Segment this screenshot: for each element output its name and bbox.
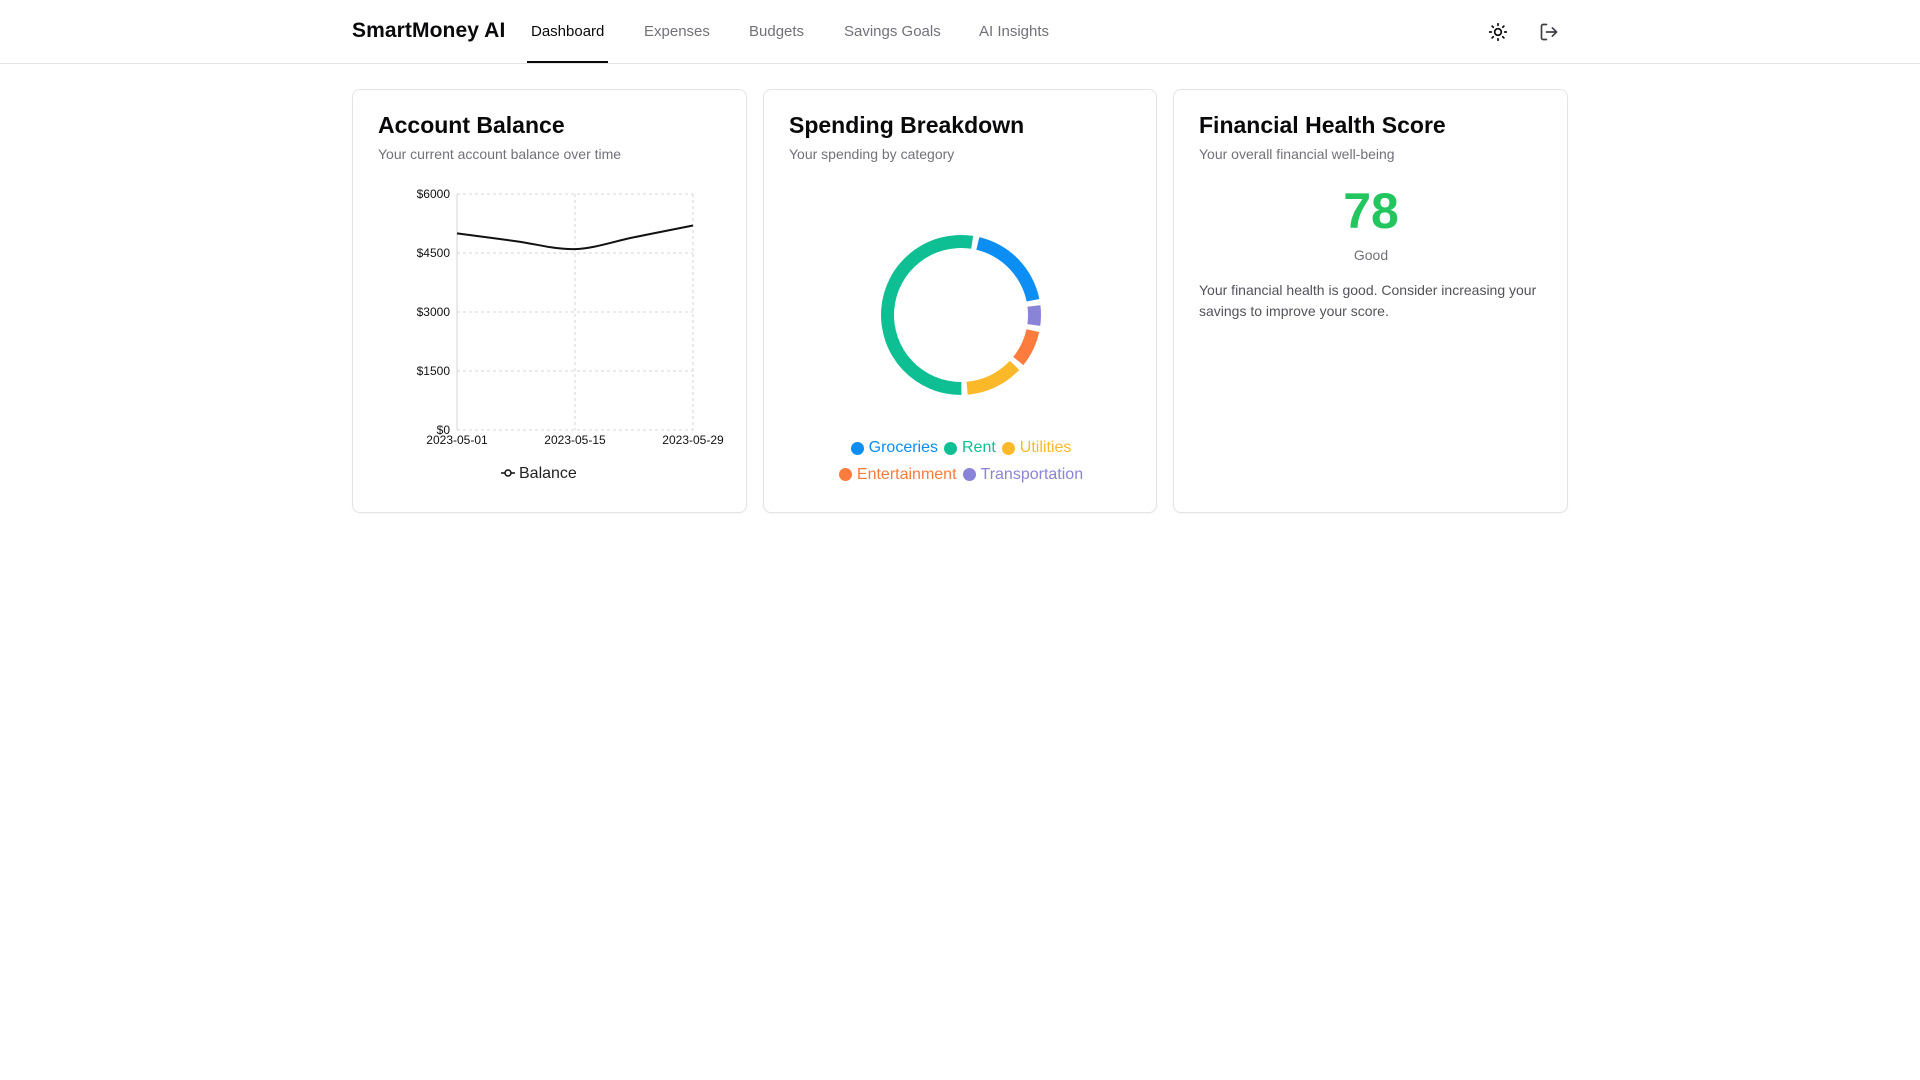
legend-label: Entertainment [856,465,957,483]
active-tab-indicator [527,61,608,63]
legend-dot [1001,441,1015,455]
x-tick-label: 2023-05-15 [544,433,606,447]
y-tick-label: $3000 [417,305,451,319]
logout-icon [1540,23,1558,41]
legend-item-rent[interactable]: Rent [944,436,996,460]
account-balance-card: Account Balance Your current account bal… [352,89,747,513]
balance-series-line [456,224,694,251]
legend-dot [838,468,852,481]
legend-row: Entertainment Transportation [764,463,1158,490]
legend-item-entertainment[interactable]: Entertainment [838,463,957,487]
health-score-value: 78 [1343,183,1399,239]
donut-slice-groceries[interactable] [976,237,1040,302]
donut-slice-transportation[interactable] [1027,305,1041,326]
tab-expenses[interactable]: Expenses [644,23,710,40]
spending-donut-chart [881,234,1041,395]
legend-dot [850,441,864,455]
x-tick-label: 2023-05-01 [426,433,488,447]
health-score-message: Your financial health is good. Consider … [1199,282,1537,319]
donut-slice-entertainment[interactable] [1013,329,1040,366]
top-navbar: SmartMoney AI Dashboard Expenses Budgets… [0,0,1920,64]
theme-toggle-button[interactable] [1484,18,1512,46]
tab-dashboard[interactable]: Dashboard [531,23,605,40]
legend-label: Groceries [868,439,938,456]
logout-button[interactable] [1535,18,1563,46]
legend-dot [944,441,957,455]
y-tick-label: $4500 [417,246,451,260]
spending-breakdown-card: Spending Breakdown Your spending by cate… [763,89,1157,513]
tab-budgets[interactable]: Budgets [749,23,805,40]
legend-dot [962,468,976,481]
balance-line-chart: $0 $1500 $3000 $4500 $6000 2023-05-01 2023-05-… [417,187,724,482]
y-tick-label: $0 [437,423,451,437]
line-legend: Balance [501,465,577,482]
card-description: Your current account balance over time [378,146,622,162]
y-tick-label: $6000 [417,187,451,201]
legend-row: Groceries Rent Utilities [764,436,1158,463]
legend-item-groceries[interactable]: Groceries [850,436,938,460]
legend-item-utilities[interactable]: Utilities [1001,436,1072,460]
card-title: Financial Health Score [1199,112,1446,138]
spending-legend: Groceries Rent Utilities Entertainment Trans… [764,436,1158,489]
card-description: Your spending by category [789,146,955,162]
card-title: Account Balance [378,112,565,138]
app-title: SmartMoney AI [352,19,506,42]
financial-health-card: Financial Health Score Your overall fina… [1173,89,1568,513]
card-title: Spending Breakdown [789,112,1025,138]
legend-label: Balance [519,465,577,482]
legend-label: Transportation [980,465,1084,483]
legend-label: Utilities [1019,439,1072,456]
tab-savings-goals[interactable]: Savings Goals [844,23,941,40]
card-description: Your overall financial well-being [1199,146,1395,162]
x-tick-label: 2023-05-29 [662,433,724,447]
donut-slice-rent[interactable] [881,234,974,395]
sun-icon [1488,22,1508,42]
y-tick-label: $1500 [417,364,451,378]
health-score-rating: Good [1353,247,1389,263]
legend-point-swatch [504,469,512,477]
legend-label: Rent [962,439,996,456]
donut-slice-utilities[interactable] [966,360,1020,395]
tab-ai-insights[interactable]: AI Insights [979,23,1050,40]
legend-item-transportation[interactable]: Transportation [962,463,1084,487]
